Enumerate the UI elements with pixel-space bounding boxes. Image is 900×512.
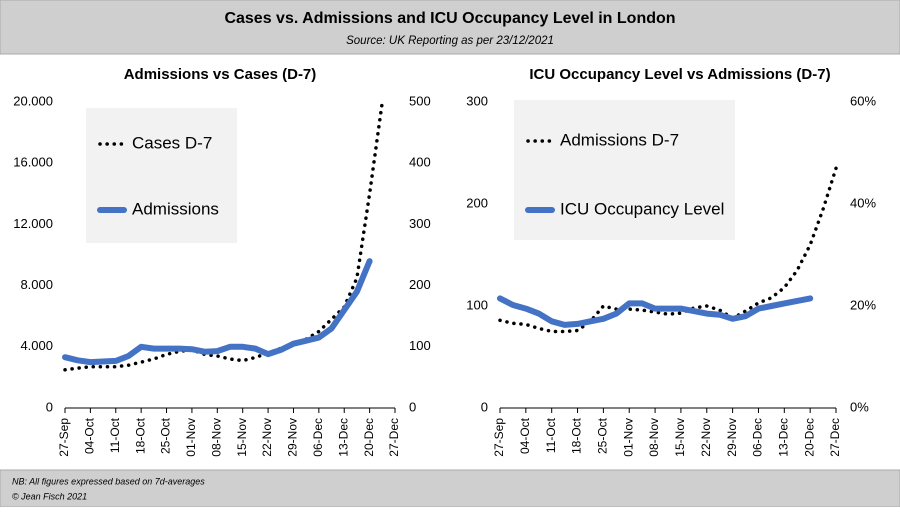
page-subtitle: Source: UK Reporting as per 23/12/2021 (346, 35, 554, 47)
y-tick-label: 8.000 (20, 277, 53, 292)
x-tick-label: 22-Nov (260, 418, 274, 457)
y-tick-label: 300 (466, 93, 488, 108)
y-tick-label: 16.000 (13, 155, 53, 170)
series-line (497, 295, 814, 328)
x-tick-label: 25-Oct (596, 417, 610, 454)
y2-tick-label: 60% (850, 93, 876, 108)
x-tick-label: 25-Oct (159, 417, 173, 454)
y-tick-label: 100 (466, 297, 488, 312)
x-tick-label: 08-Nov (209, 418, 223, 457)
x-tick-label: 27-Dec (387, 418, 401, 457)
series-line (498, 166, 838, 334)
series-line (62, 258, 373, 366)
y2-tick-label: 500 (409, 93, 431, 108)
y-tick-label: 0 (46, 399, 53, 414)
x-tick-label: 15-Nov (673, 418, 687, 457)
y-tick-label: 0 (481, 399, 488, 414)
x-tick-label: 18-Oct (570, 417, 584, 454)
x-tick-label: 08-Nov (647, 418, 661, 457)
chart-title: Admissions vs Cases (D-7) (124, 66, 317, 83)
legend-label: ICU Occupancy Level (560, 199, 724, 218)
y2-tick-label: 400 (409, 155, 431, 170)
y-tick-label: 200 (466, 195, 488, 210)
y-tick-label: 12.000 (13, 216, 53, 231)
y-tick-label: 20.000 (13, 93, 53, 108)
x-tick-label: 11-Oct (544, 417, 558, 453)
y2-tick-label: 100 (409, 338, 431, 353)
legend-label: Admissions (132, 199, 219, 218)
series-line (63, 100, 385, 372)
x-tick-label: 13-Dec (776, 418, 790, 457)
y2-tick-label: 40% (850, 195, 876, 210)
x-tick-label: 20-Dec (362, 418, 376, 457)
x-tick-label: 04-Oct (83, 417, 97, 454)
header-band (0, 0, 900, 55)
footer-note: © Jean Fisch 2021 (12, 491, 87, 501)
legend-label: Admissions D-7 (560, 130, 679, 149)
legend-label: Cases D-7 (132, 133, 212, 152)
y2-tick-label: 20% (850, 297, 876, 312)
x-tick-label: 15-Nov (235, 418, 249, 457)
chart-title: ICU Occupancy Level vs Admissions (D-7) (529, 66, 830, 83)
x-tick-label: 29-Nov (725, 418, 739, 457)
x-tick-label: 20-Dec (802, 418, 816, 457)
page-title: Cases vs. Admissions and ICU Occupancy L… (224, 10, 675, 27)
x-tick-label: 13-Dec (336, 418, 350, 457)
legend-box (514, 100, 735, 240)
footer-note: NB: All figures expressed based on 7d-av… (12, 476, 205, 486)
x-tick-label: 04-Oct (518, 417, 532, 454)
x-tick-label: 06-Dec (311, 418, 325, 457)
footer-band (0, 469, 900, 508)
x-tick-label: 29-Nov (286, 418, 300, 457)
legend-box (86, 108, 237, 243)
x-tick-label: 18-Oct (133, 417, 147, 454)
y-tick-label: 4.000 (20, 338, 53, 353)
x-tick-label: 27-Sep (492, 418, 506, 457)
y2-tick-label: 200 (409, 277, 431, 292)
y2-tick-label: 0 (409, 399, 416, 414)
x-tick-label: 11-Oct (108, 417, 122, 453)
x-tick-label: 01-Nov (184, 418, 198, 457)
x-tick-label: 06-Dec (751, 418, 765, 457)
x-tick-label: 01-Nov (621, 418, 635, 457)
x-tick-label: 27-Dec (828, 418, 842, 457)
x-tick-label: 22-Nov (699, 418, 713, 457)
x-tick-label: 27-Sep (57, 418, 71, 457)
y2-tick-label: 0% (850, 399, 869, 414)
y2-tick-label: 300 (409, 216, 431, 231)
